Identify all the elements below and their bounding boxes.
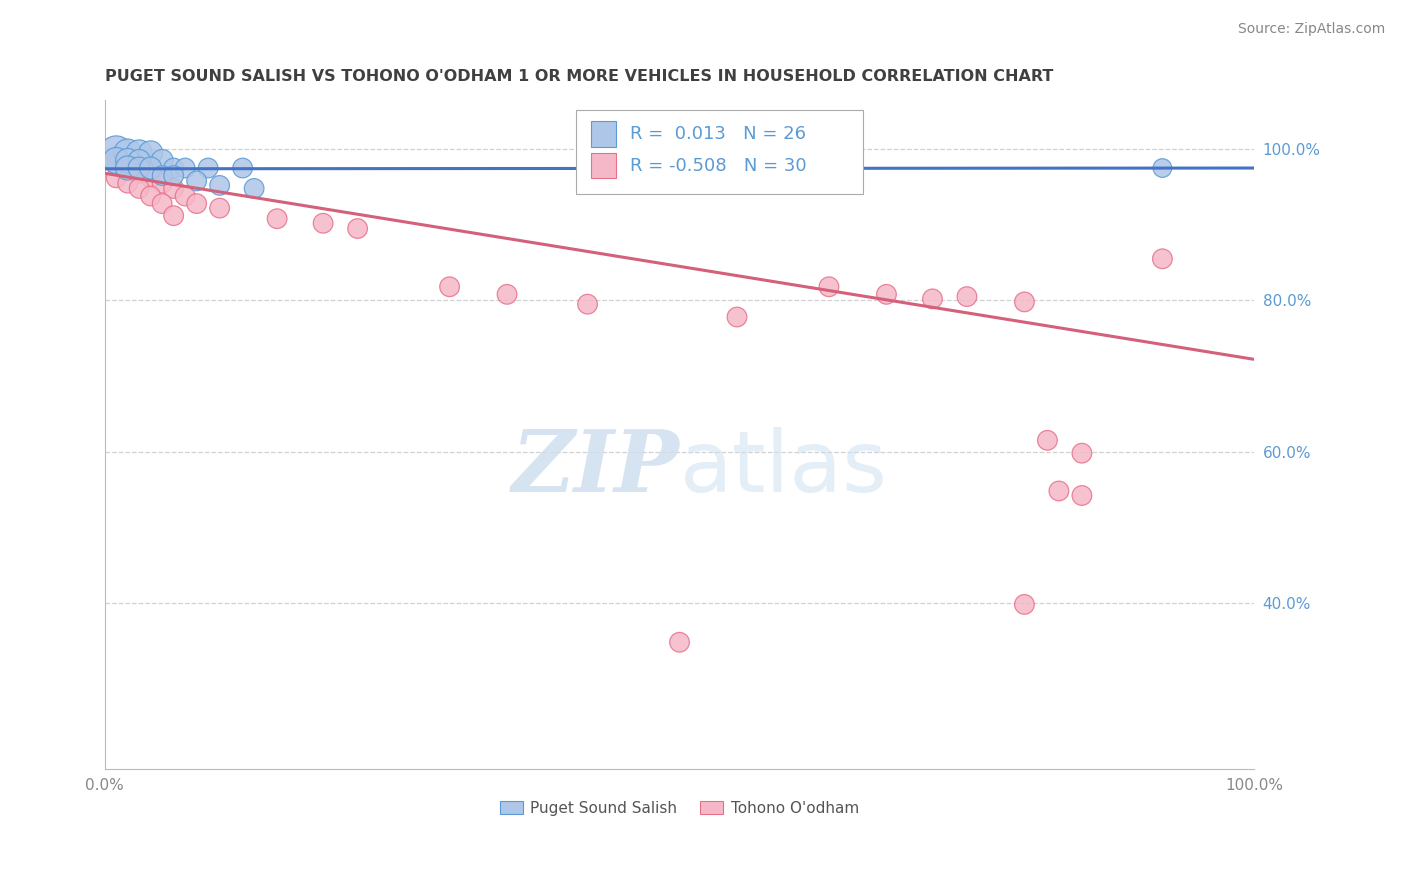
Point <box>117 176 139 190</box>
Point <box>128 153 150 168</box>
Point <box>150 196 173 211</box>
Point <box>243 181 266 195</box>
Point <box>1014 598 1036 612</box>
Point <box>117 145 139 160</box>
Legend: Puget Sound Salish, Tohono O'odham: Puget Sound Salish, Tohono O'odham <box>494 795 865 822</box>
Point <box>1152 252 1174 266</box>
Point <box>117 161 139 175</box>
Point <box>128 181 150 195</box>
Point <box>139 189 162 203</box>
Point <box>346 221 368 235</box>
Point <box>117 153 139 168</box>
Text: R = -0.508   N = 30: R = -0.508 N = 30 <box>630 157 807 175</box>
Point <box>576 297 599 311</box>
Point <box>139 161 162 175</box>
Point <box>1070 446 1092 460</box>
Point <box>150 169 173 183</box>
Point <box>818 279 841 293</box>
Point <box>496 287 519 301</box>
Point <box>128 161 150 175</box>
Text: PUGET SOUND SALISH VS TOHONO O'ODHAM 1 OR MORE VEHICLES IN HOUSEHOLD CORRELATION: PUGET SOUND SALISH VS TOHONO O'ODHAM 1 O… <box>104 69 1053 84</box>
Point <box>208 178 231 193</box>
Point <box>174 189 197 203</box>
Point <box>128 145 150 160</box>
Point <box>1036 434 1059 448</box>
Point <box>163 161 186 175</box>
Point <box>105 153 128 168</box>
Point <box>174 161 197 175</box>
Point <box>105 145 128 160</box>
Point <box>186 174 208 188</box>
Point <box>921 292 943 306</box>
Point <box>668 635 690 649</box>
Point <box>1047 483 1070 498</box>
Point <box>139 170 162 185</box>
Point <box>439 279 461 293</box>
Point <box>105 170 128 185</box>
Point <box>312 216 335 230</box>
Point <box>197 161 219 175</box>
Point <box>956 290 979 304</box>
Point <box>150 176 173 190</box>
Point <box>163 169 186 183</box>
Text: Source: ZipAtlas.com: Source: ZipAtlas.com <box>1237 22 1385 37</box>
Point <box>232 161 254 175</box>
Point <box>163 181 186 195</box>
Point <box>163 209 186 223</box>
Point <box>576 161 599 175</box>
Point <box>266 211 288 226</box>
Text: R =  0.013   N = 26: R = 0.013 N = 26 <box>630 125 806 143</box>
Point <box>139 145 162 160</box>
Point <box>725 310 748 324</box>
Point <box>1014 294 1036 309</box>
Point <box>186 196 208 211</box>
Point <box>117 161 139 175</box>
Point <box>1152 161 1174 175</box>
Text: ZIP: ZIP <box>512 426 679 510</box>
Point <box>150 153 173 168</box>
Text: atlas: atlas <box>679 426 887 509</box>
Point <box>128 166 150 180</box>
Point <box>208 201 231 215</box>
Point <box>1070 489 1092 503</box>
Point <box>105 153 128 168</box>
FancyBboxPatch shape <box>576 110 863 194</box>
Point <box>875 287 897 301</box>
FancyBboxPatch shape <box>591 121 616 147</box>
FancyBboxPatch shape <box>591 153 616 178</box>
Point <box>749 167 772 181</box>
